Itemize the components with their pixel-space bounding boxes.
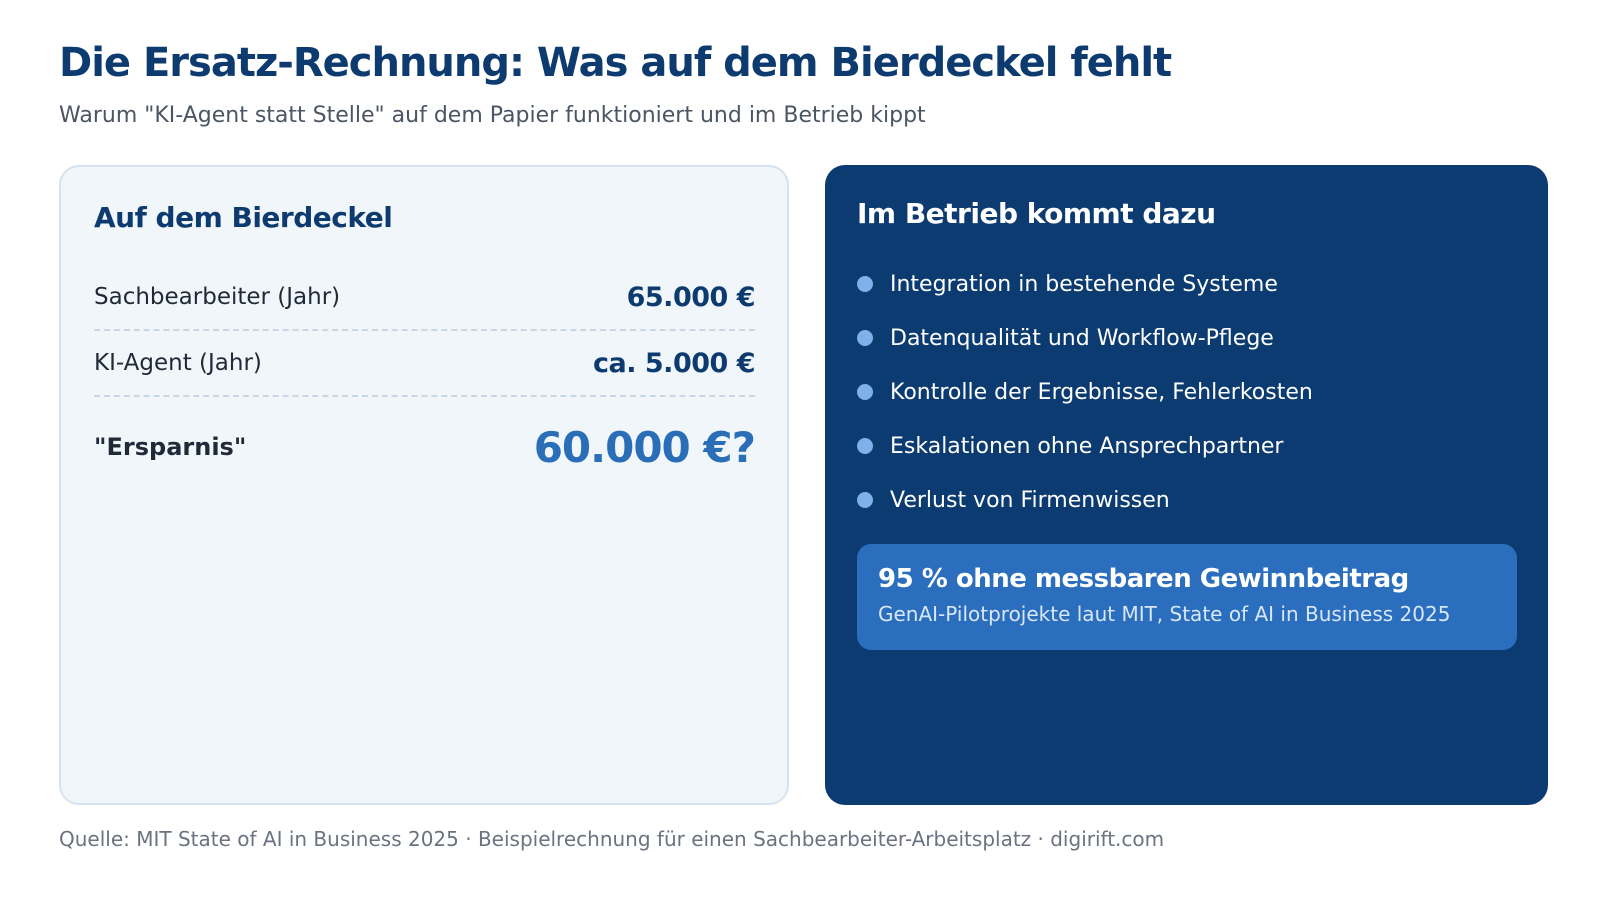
savings-label: "Ersparnis": [94, 433, 247, 461]
hidden-costs-list: Integration in bestehende Systeme Datenq…: [857, 257, 1313, 527]
source-footer: Quelle: MIT State of AI in Business 2025…: [59, 827, 1165, 851]
cost-row-value: ca. 5.000 €: [593, 347, 755, 379]
callout-title: 95 % ohne messbaren Gewinnbeitrag: [878, 564, 1409, 594]
cost-row-clerk: Sachbearbeiter (Jahr) 65.000 €: [94, 265, 756, 331]
cost-row-value: 65.000 €: [626, 281, 756, 313]
operations-card: Im Betrieb kommt dazu Integration in bes…: [825, 165, 1548, 805]
page-subtitle: Warum "KI-Agent statt Stelle" auf dem Pa…: [59, 103, 926, 128]
calculation-card-title: Auf dem Bierdeckel: [94, 201, 393, 234]
list-item-label: Verlust von Firmenwissen: [890, 487, 1170, 513]
bullet-dot-icon: [857, 330, 873, 346]
callout-subtitle: GenAI-Pilotprojekte laut MIT, State of A…: [878, 602, 1451, 626]
cost-row-ai-agent: KI-Agent (Jahr) ca. 5.000 €: [94, 331, 755, 397]
statistic-callout: 95 % ohne messbaren Gewinnbeitrag GenAI-…: [857, 544, 1517, 650]
bullet-dot-icon: [857, 276, 873, 292]
list-item-label: Eskalationen ohne Ansprechpartner: [890, 433, 1284, 459]
cost-row-label: KI-Agent (Jahr): [94, 350, 262, 376]
list-item-label: Kontrolle der Ergebnisse, Fehlerkosten: [890, 379, 1313, 405]
list-item: Datenqualität und Workflow-Pflege: [857, 311, 1313, 365]
savings-value: 60.000 €?: [533, 422, 756, 472]
bullet-dot-icon: [857, 438, 873, 454]
bullet-dot-icon: [857, 384, 873, 400]
cost-row-label: Sachbearbeiter (Jahr): [94, 284, 341, 310]
page-title: Die Ersatz-Rechnung: Was auf dem Bierdec…: [59, 40, 1172, 86]
list-item: Eskalationen ohne Ansprechpartner: [857, 419, 1313, 473]
operations-card-title: Im Betrieb kommt dazu: [857, 197, 1216, 230]
bullet-dot-icon: [857, 492, 873, 508]
list-item: Verlust von Firmenwissen: [857, 473, 1313, 527]
list-item-label: Datenqualität und Workflow-Pflege: [890, 325, 1274, 351]
list-item: Integration in bestehende Systeme: [857, 257, 1313, 311]
list-item: Kontrolle der Ergebnisse, Fehlerkosten: [857, 365, 1313, 419]
calculation-card: Auf dem Bierdeckel Sachbearbeiter (Jahr)…: [59, 165, 789, 805]
list-item-label: Integration in bestehende Systeme: [890, 271, 1278, 297]
savings-row: "Ersparnis" 60.000 €?: [94, 397, 756, 497]
